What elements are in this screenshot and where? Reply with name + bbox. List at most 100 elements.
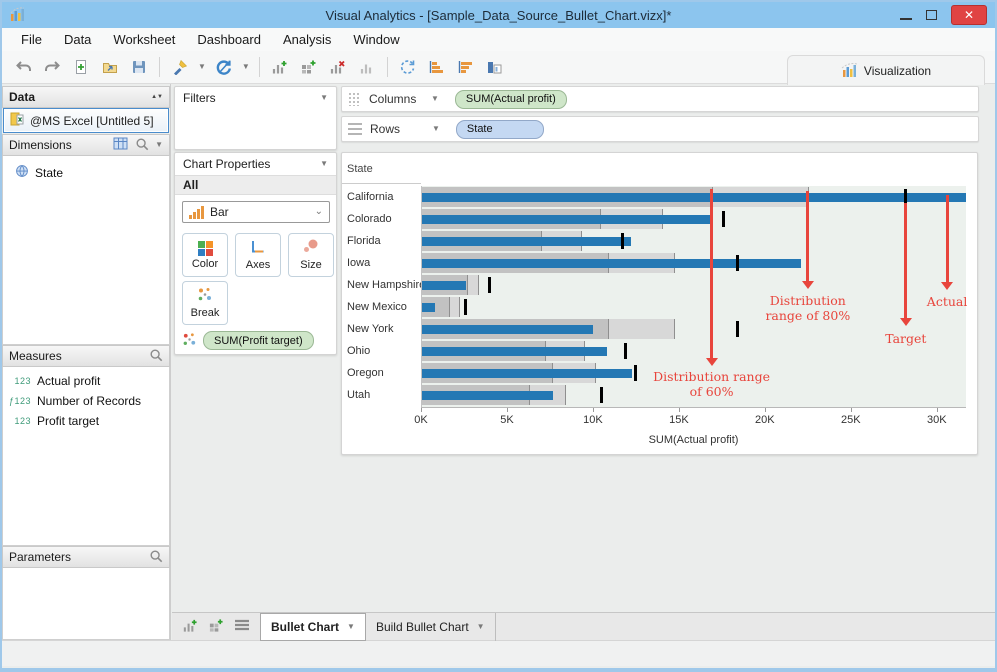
visualization-chart-icon (841, 62, 858, 80)
save-icon[interactable] (128, 55, 150, 79)
target-tick-mark[interactable] (600, 387, 604, 403)
measure-item[interactable]: 123 Profit target (3, 411, 169, 431)
delete-worksheet-icon[interactable] (327, 55, 349, 79)
swap-axes-icon[interactable] (397, 55, 419, 79)
actual-profit-bar[interactable] (421, 237, 631, 246)
close-button-icon[interactable]: ✕ (951, 5, 987, 25)
row-label: New Hampshire (347, 279, 426, 291)
x-axis-tick (421, 408, 422, 412)
columns-grip-icon (348, 92, 361, 106)
menu-item-dashboard[interactable]: Dashboard (197, 32, 261, 47)
color-button[interactable]: Color (182, 233, 228, 277)
size-button[interactable]: Size (288, 233, 334, 277)
chevron-down-icon[interactable]: ▼ (432, 124, 440, 133)
chevron-down-icon[interactable]: ▼ (320, 159, 328, 168)
sort-descending-icon[interactable] (455, 55, 477, 79)
x-axis-tick-label: 30K (926, 414, 947, 426)
target-tick-mark[interactable] (634, 365, 638, 381)
x-axis-tick (592, 408, 594, 412)
tab-bullet-chart[interactable]: Bullet Chart ▼ (260, 612, 366, 641)
actual-profit-bar[interactable] (421, 303, 435, 312)
break-button[interactable]: Break (182, 281, 228, 325)
x-axis-title: SUM(Actual profit) (648, 434, 739, 446)
rows-pill-state[interactable]: State (455, 119, 544, 139)
refresh-icon[interactable] (213, 55, 235, 79)
dimensions-header: Dimensions ▼ (2, 134, 170, 156)
axes-button[interactable]: Axes (235, 233, 281, 277)
add-worksheet-icon[interactable] (269, 55, 291, 79)
tab-label: Bullet Chart (271, 619, 340, 634)
actual-profit-bar[interactable] (421, 281, 466, 290)
menu-item-worksheet[interactable]: Worksheet (113, 32, 176, 47)
redo-icon[interactable] (41, 55, 63, 79)
sheet-list-icon[interactable] (234, 619, 250, 635)
measure-item[interactable]: 123 Actual profit (3, 367, 169, 391)
chevron-down-icon[interactable]: ▼ (320, 93, 328, 102)
chevron-down-icon[interactable]: ▼ (241, 62, 250, 71)
menu-item-data[interactable]: Data (63, 32, 92, 47)
band-edge-line (477, 275, 479, 295)
chart-type-select[interactable]: Bar ⌄ (182, 201, 330, 223)
search-icon[interactable] (149, 549, 163, 566)
target-tick-mark[interactable] (620, 233, 624, 249)
x-axis-line (421, 407, 966, 408)
row-label: Utah (347, 389, 371, 401)
target-tick-mark[interactable] (722, 211, 726, 227)
target-tick-mark[interactable] (488, 277, 492, 293)
sort-updown-icon[interactable]: ▲▼ (151, 93, 163, 100)
actual-profit-bar[interactable] (421, 325, 593, 334)
size-button-label: Size (300, 259, 322, 271)
search-icon[interactable] (135, 137, 149, 154)
add-dashboard-icon[interactable] (298, 55, 320, 79)
data-source-item[interactable]: @MS Excel [Untitled 5] (3, 108, 169, 133)
rows-shelf-label: Rows (370, 122, 401, 136)
chevron-down-icon[interactable]: ▼ (155, 140, 163, 149)
measure-item[interactable]: ƒ123 Number of Records (3, 391, 169, 411)
maximize-button-icon[interactable] (926, 10, 937, 20)
toolbar-separator (258, 57, 260, 77)
actual-profit-bar[interactable] (421, 391, 554, 400)
number-field-icon: 123 (14, 376, 31, 386)
minimize-button-icon[interactable] (900, 18, 912, 20)
target-tick-mark[interactable] (735, 321, 739, 337)
menu-item-file[interactable]: File (21, 32, 42, 47)
actual-profit-bar[interactable] (421, 215, 714, 224)
actual-profit-bar[interactable] (421, 259, 801, 268)
target-tick-mark[interactable] (735, 255, 739, 271)
chevron-down-icon[interactable]: ▼ (431, 94, 439, 103)
menu-item-analysis[interactable]: Analysis (282, 32, 332, 47)
actual-profit-bar[interactable] (421, 347, 607, 356)
dimension-item-state[interactable]: State (3, 156, 169, 184)
data-prep-brush-icon[interactable] (169, 55, 191, 79)
table-icon[interactable] (113, 137, 128, 153)
profit-target-pill[interactable]: SUM(Profit target) (203, 331, 314, 350)
highlight-chart-icon[interactable] (484, 55, 506, 79)
target-tick-mark[interactable] (464, 299, 468, 315)
annotation-arrow-head (801, 281, 814, 289)
row-label: Florida (347, 235, 381, 247)
columns-shelf-label: Columns (369, 92, 417, 106)
search-icon[interactable] (149, 348, 163, 365)
actual-profit-bar[interactable] (421, 369, 633, 378)
tab-build-bullet-chart[interactable]: Build Bullet Chart ▼ (366, 612, 496, 641)
chevron-down-icon[interactable]: ▼ (198, 62, 206, 71)
x-axis-tick-label: 0K (414, 414, 428, 426)
duplicate-worksheet-icon[interactable] (356, 55, 378, 79)
columns-pill-actual-profit[interactable]: SUM(Actual profit) (454, 89, 567, 109)
chevron-down-icon[interactable]: ▼ (476, 621, 485, 631)
new-worksheet-icon[interactable] (182, 618, 198, 636)
panel-divider[interactable] (170, 84, 171, 640)
chevron-down-icon[interactable]: ▼ (347, 621, 355, 631)
new-dashboard-icon[interactable] (208, 618, 224, 636)
chart-plot-area: Distribution range of 60% Distribution rang… (421, 186, 967, 407)
target-tick-mark[interactable] (624, 343, 628, 359)
menu-item-window[interactable]: Window (353, 32, 400, 47)
undo-icon[interactable] (12, 55, 34, 79)
actual-profit-bar[interactable] (421, 193, 966, 202)
visualization-tab[interactable]: Visualization (787, 55, 985, 85)
target-tick-mark[interactable] (904, 189, 908, 205)
open-file-icon[interactable] (99, 55, 121, 79)
new-worksheet-file-icon[interactable] (70, 55, 92, 79)
data-panel-header: Data ▲▼ (2, 86, 170, 108)
sort-ascending-icon[interactable] (426, 55, 448, 79)
